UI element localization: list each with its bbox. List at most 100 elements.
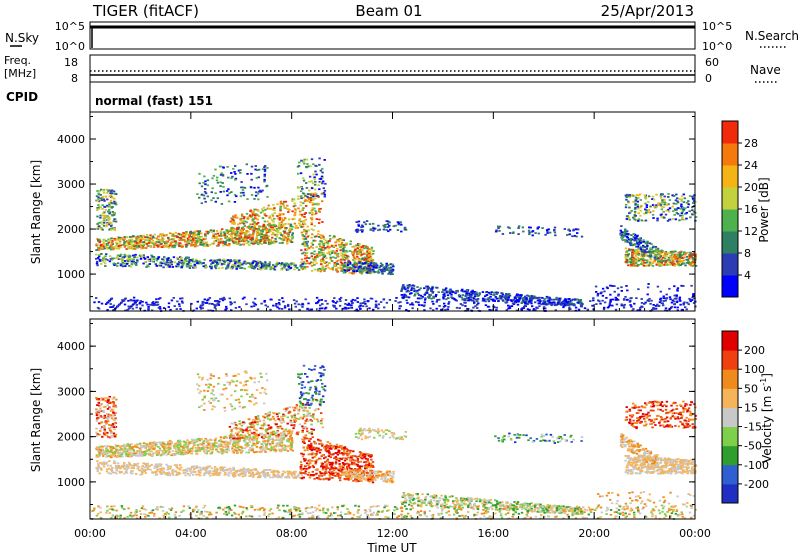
power-echo <box>554 298 558 301</box>
power-echo <box>191 244 195 247</box>
power-ytick-1: 2000 <box>57 223 85 236</box>
power-echo <box>416 297 420 300</box>
power-echo <box>333 297 336 299</box>
power-echo <box>265 267 268 270</box>
power-echo <box>263 264 266 267</box>
power-echo <box>628 218 631 221</box>
power-echo <box>369 270 372 272</box>
power-echo <box>226 239 229 242</box>
power-echo <box>160 240 163 243</box>
power-echo <box>269 239 272 242</box>
velocity-echo <box>99 427 102 430</box>
power-echo <box>659 204 663 207</box>
power-echo <box>318 242 321 245</box>
power-echo <box>326 242 329 244</box>
power-echo <box>152 301 155 303</box>
power-echo <box>135 304 138 306</box>
power-echo <box>291 234 294 236</box>
power-echo <box>221 299 225 302</box>
power-echo <box>379 262 383 265</box>
power-echo <box>649 211 652 214</box>
velocity-echo <box>103 426 106 429</box>
power-echo <box>304 229 308 232</box>
power-echo <box>485 291 488 294</box>
power-echo <box>650 255 653 258</box>
power-echo <box>265 185 268 188</box>
power-echo <box>267 204 270 207</box>
power-echo <box>310 194 313 197</box>
power-echo <box>624 228 627 231</box>
power-echo <box>150 258 153 260</box>
velocity-echo <box>107 413 110 416</box>
power-echo <box>200 235 204 238</box>
power-echo <box>231 239 234 242</box>
power-echo <box>632 195 635 197</box>
power-echo <box>227 238 230 241</box>
power-echo <box>187 237 190 240</box>
power-echo <box>320 236 324 239</box>
power-echo <box>285 238 289 240</box>
power-echo <box>345 257 348 259</box>
power-echo <box>281 219 284 222</box>
power-echo <box>472 306 475 309</box>
power-echo <box>685 201 689 204</box>
power-echo <box>370 253 373 256</box>
power-echo <box>252 227 256 230</box>
power-echo <box>254 208 258 211</box>
power-echo <box>155 237 158 240</box>
velocity-echo <box>113 422 116 425</box>
power-echo <box>273 212 276 214</box>
power-echo <box>283 226 287 229</box>
power-echo <box>674 250 677 253</box>
power-echo <box>168 239 171 241</box>
power-echo <box>630 210 633 212</box>
power-echo <box>685 211 688 214</box>
power-echo <box>322 238 326 240</box>
power-echo <box>267 241 271 244</box>
power-echo <box>163 256 166 258</box>
power-echo <box>170 299 174 302</box>
power-echo <box>636 265 639 267</box>
velocity-echo <box>115 398 118 401</box>
power-colorbar-seg-1 <box>722 253 738 276</box>
power-echo <box>351 263 355 266</box>
power-echo <box>536 299 540 302</box>
power-echo <box>103 200 106 202</box>
power-echo <box>658 264 661 267</box>
power-echo <box>294 208 297 211</box>
power-echo <box>636 205 639 208</box>
power-echo <box>109 205 113 208</box>
power-echo <box>119 236 122 239</box>
power-echo <box>419 294 423 297</box>
power-echo <box>119 246 122 249</box>
power-echo <box>482 299 485 302</box>
power-echo <box>634 260 637 263</box>
power-echo <box>210 191 213 194</box>
power-echo <box>104 255 107 258</box>
power-echo <box>204 188 207 190</box>
power-echo <box>688 195 692 197</box>
power-echo <box>130 244 134 247</box>
velocity-echo <box>117 462 120 465</box>
power-echo <box>108 239 112 242</box>
power-echo <box>673 195 676 197</box>
power-echo <box>528 297 532 300</box>
power-echo <box>388 224 391 227</box>
power-echo <box>235 195 238 198</box>
power-echo <box>294 264 297 267</box>
power-echo <box>95 253 98 256</box>
power-echo <box>147 259 151 262</box>
power-echo <box>523 305 526 308</box>
power-echo <box>316 195 319 197</box>
power-echo <box>664 213 668 216</box>
power-echo <box>514 297 517 299</box>
power-echo <box>302 196 305 199</box>
power-echo <box>240 186 243 189</box>
power-echo <box>264 226 267 229</box>
power-echo <box>103 205 106 208</box>
power-echo <box>664 307 668 310</box>
power-echo <box>359 254 363 257</box>
velocity-echo <box>97 417 100 419</box>
power-echo <box>317 222 321 224</box>
power-echo <box>691 296 694 299</box>
